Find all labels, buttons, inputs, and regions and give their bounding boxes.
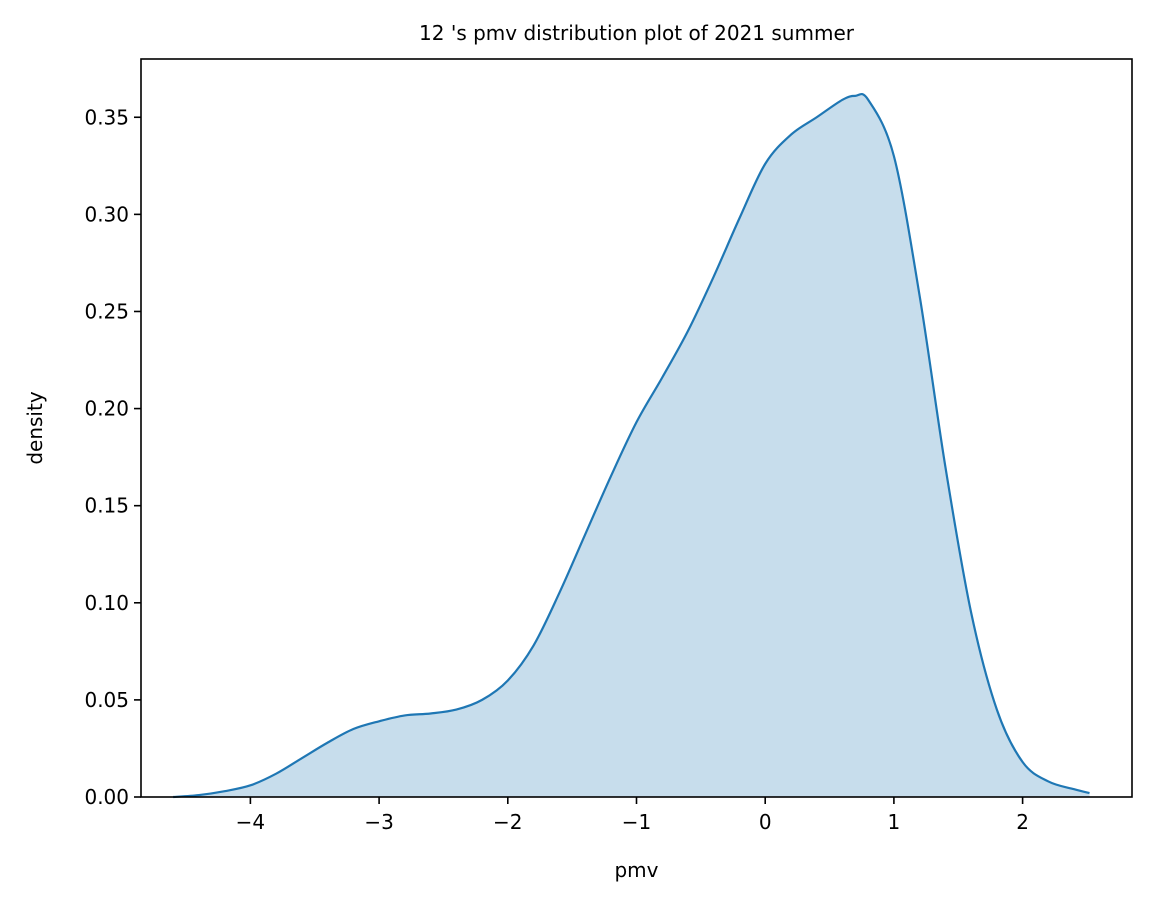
x-tick-label: −4: [236, 810, 265, 834]
plot-area: [140, 58, 1133, 799]
y-tick-label: 0.10: [84, 591, 129, 615]
density-area-fill: [173, 94, 1090, 798]
x-tick-label: −3: [364, 810, 393, 834]
y-tick-label: 0.20: [84, 397, 129, 421]
x-axis-label: pmv: [614, 858, 658, 882]
y-tick-label: 0.15: [84, 494, 129, 518]
chart-title: 12 's pmv distribution plot of 2021 summ…: [419, 21, 855, 45]
y-tick-label: 0.05: [84, 688, 129, 712]
x-axis-ticks: −4 −3 −2 −1 0 1 2: [236, 797, 1029, 834]
y-tick-label: 0.30: [84, 202, 129, 226]
x-tick-label: −2: [493, 810, 522, 834]
y-tick-label: 0.00: [84, 785, 129, 809]
density-curve: [173, 92, 1090, 799]
y-tick-label: 0.25: [84, 299, 129, 323]
y-axis-label: density: [23, 391, 47, 464]
x-tick-label: 0: [759, 810, 772, 834]
y-tick-label: 0.35: [84, 105, 129, 129]
x-tick-label: 2: [1016, 810, 1029, 834]
x-tick-label: 1: [888, 810, 901, 834]
y-axis-ticks: 0.00 0.05 0.10 0.15 0.20 0.25 0.30 0.35: [84, 105, 141, 809]
x-tick-label: −1: [622, 810, 651, 834]
